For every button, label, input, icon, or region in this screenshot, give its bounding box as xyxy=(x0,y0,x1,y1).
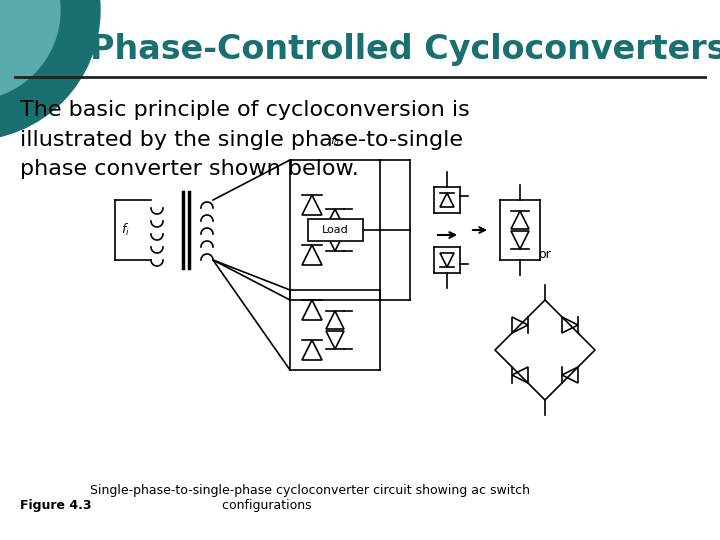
Circle shape xyxy=(0,0,100,140)
Text: $f_i$: $f_i$ xyxy=(121,222,130,238)
Text: The basic principle of cycloconversion is
illustrated by the single phase-to-sin: The basic principle of cycloconversion i… xyxy=(20,100,469,179)
Text: Phase-Controlled Cycloconverters: Phase-Controlled Cycloconverters xyxy=(90,33,720,66)
Text: Load: Load xyxy=(322,225,348,235)
Text: Figure 4.3: Figure 4.3 xyxy=(20,499,91,512)
Circle shape xyxy=(0,0,60,100)
Text: Single-phase-to-single-phase cycloconverter circuit showing ac switch
          : Single-phase-to-single-phase cycloconver… xyxy=(90,484,530,512)
Bar xyxy=(307,219,362,241)
Text: $f_o$: $f_o$ xyxy=(330,134,340,148)
Text: or: or xyxy=(539,248,552,261)
